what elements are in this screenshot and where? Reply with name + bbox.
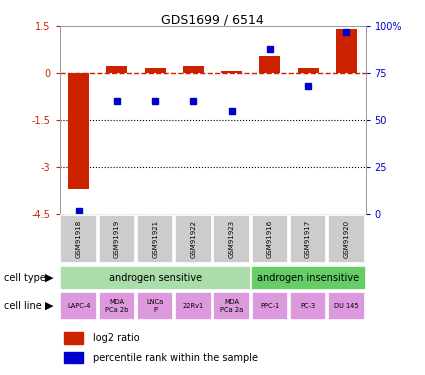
Bar xyxy=(336,29,357,73)
Bar xyxy=(99,215,135,263)
Bar xyxy=(64,352,83,363)
Text: GSM91923: GSM91923 xyxy=(229,220,235,258)
Text: PPC-1: PPC-1 xyxy=(260,303,280,309)
Text: 22Rv1: 22Rv1 xyxy=(183,303,204,309)
Bar xyxy=(252,292,288,320)
Bar xyxy=(60,215,97,263)
Bar xyxy=(144,68,166,73)
Bar xyxy=(183,66,204,73)
Text: GSM91919: GSM91919 xyxy=(114,220,120,258)
Bar xyxy=(99,292,135,320)
Text: percentile rank within the sample: percentile rank within the sample xyxy=(93,352,258,363)
Text: androgen sensitive: androgen sensitive xyxy=(108,273,202,283)
Text: GDS1699 / 6514: GDS1699 / 6514 xyxy=(161,13,264,26)
Text: ▶: ▶ xyxy=(45,301,53,311)
Bar xyxy=(259,56,280,73)
Text: log2 ratio: log2 ratio xyxy=(93,333,140,343)
Text: MDA
PCa 2a: MDA PCa 2a xyxy=(220,300,243,312)
Text: cell line: cell line xyxy=(4,301,42,311)
Text: GSM91921: GSM91921 xyxy=(152,220,158,258)
Text: GSM91916: GSM91916 xyxy=(267,220,273,258)
Text: GSM91917: GSM91917 xyxy=(305,220,311,258)
Text: LAPC-4: LAPC-4 xyxy=(67,303,91,309)
Bar xyxy=(328,292,365,320)
Bar xyxy=(175,215,212,263)
Bar xyxy=(290,292,326,320)
Text: MDA
PCa 2b: MDA PCa 2b xyxy=(105,300,128,312)
Text: LNCa
P: LNCa P xyxy=(147,300,164,312)
Bar xyxy=(221,71,242,73)
Bar xyxy=(60,292,97,320)
Bar xyxy=(175,292,212,320)
Text: GSM91918: GSM91918 xyxy=(76,220,82,258)
Text: ▶: ▶ xyxy=(45,273,53,283)
Bar xyxy=(252,215,288,263)
Bar xyxy=(298,68,319,73)
Bar xyxy=(106,66,128,73)
Bar xyxy=(137,215,173,263)
Text: GSM91922: GSM91922 xyxy=(190,220,196,258)
Bar xyxy=(328,215,365,263)
Bar xyxy=(64,332,83,344)
Bar xyxy=(213,292,250,320)
Text: DU 145: DU 145 xyxy=(334,303,359,309)
Text: cell type: cell type xyxy=(4,273,46,283)
Text: GSM91920: GSM91920 xyxy=(343,220,349,258)
Bar xyxy=(251,266,366,290)
Text: androgen insensitive: androgen insensitive xyxy=(257,273,359,283)
Bar xyxy=(137,292,173,320)
Bar xyxy=(290,215,326,263)
Bar xyxy=(213,215,250,263)
Bar xyxy=(68,73,89,189)
Text: PC-3: PC-3 xyxy=(300,303,316,309)
Bar xyxy=(60,266,251,290)
